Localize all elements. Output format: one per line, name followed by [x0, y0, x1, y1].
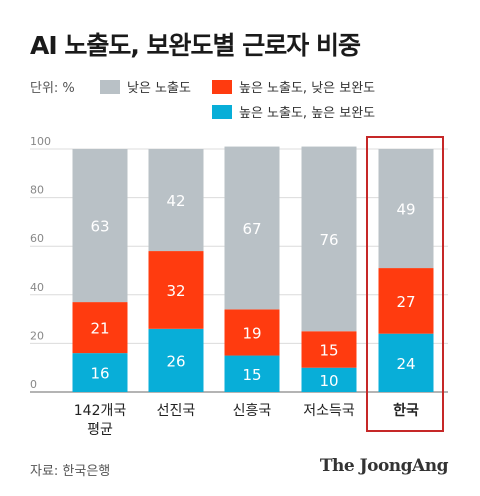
source-note: 자료: 한국은행 [30, 464, 111, 479]
data-label: 15 [319, 341, 338, 359]
bar-segment [301, 367, 357, 392]
data-label: 19 [242, 324, 261, 342]
highlight-box [366, 136, 444, 432]
bar-segment [378, 268, 434, 334]
bar-segment [378, 333, 434, 392]
data-label: 10 [319, 372, 338, 390]
y-tick-label: 0 [30, 378, 37, 391]
x-tick-label: 142개국 [74, 403, 127, 419]
bar-segment [378, 149, 434, 269]
brand-logo: The JoongAng [319, 456, 449, 476]
legend-item-high-exposure-high-complement: 높은 노출도, 높은 보완도 [212, 102, 375, 121]
data-label: 32 [166, 282, 185, 300]
data-label: 76 [319, 231, 338, 249]
data-label: 27 [396, 293, 415, 311]
legend-label: 높은 노출도, 낮은 보완도 [239, 81, 376, 96]
x-tick-label: 평균 [87, 422, 113, 438]
y-tick-label: 40 [30, 281, 44, 294]
y-tick-label: 100 [30, 135, 51, 148]
legend-swatch [212, 79, 232, 94]
y-tick-label: 20 [30, 329, 44, 342]
bar-segment [148, 149, 204, 252]
data-label: 42 [166, 192, 185, 210]
legend-label: 낮은 노출도 [127, 81, 191, 96]
bar-segment [148, 328, 204, 392]
data-label: 15 [242, 366, 261, 384]
legend-label: 높은 노출도, 높은 보완도 [239, 106, 376, 121]
data-label: 49 [396, 201, 415, 219]
data-label: 63 [90, 218, 109, 236]
legend-item-low-exposure: 낮은 노출도 [100, 77, 191, 96]
legend-swatch [212, 104, 232, 119]
data-label: 26 [166, 352, 185, 370]
data-label: 21 [90, 320, 109, 338]
data-label: 24 [396, 355, 415, 373]
x-tick-label: 신흥국 [233, 403, 272, 419]
bar-segment [72, 149, 128, 303]
data-label: 16 [90, 365, 109, 383]
bar-segment [224, 146, 280, 310]
legend-swatch [100, 79, 120, 94]
bar-segment [72, 353, 128, 392]
bar-segment [224, 355, 280, 392]
bar-segment [148, 251, 204, 329]
bar-segment [224, 309, 280, 356]
x-tick-label: 선진국 [157, 403, 196, 419]
bar-segment [72, 302, 128, 354]
legend-item-high-exposure-low-complement: 높은 노출도, 낮은 보완도 [212, 77, 375, 96]
data-label: 67 [242, 220, 261, 238]
y-tick-label: 80 [30, 184, 44, 197]
x-tick-label: 한국 [393, 403, 419, 419]
chart-title: AI 노출도, 보완도별 근로자 비중 [30, 31, 361, 60]
bar-segment [301, 146, 357, 332]
unit-label: 단위: % [30, 81, 75, 96]
bar-segment [301, 331, 357, 368]
x-tick-label: 저소득국 [303, 403, 355, 419]
y-tick-label: 60 [30, 232, 44, 245]
